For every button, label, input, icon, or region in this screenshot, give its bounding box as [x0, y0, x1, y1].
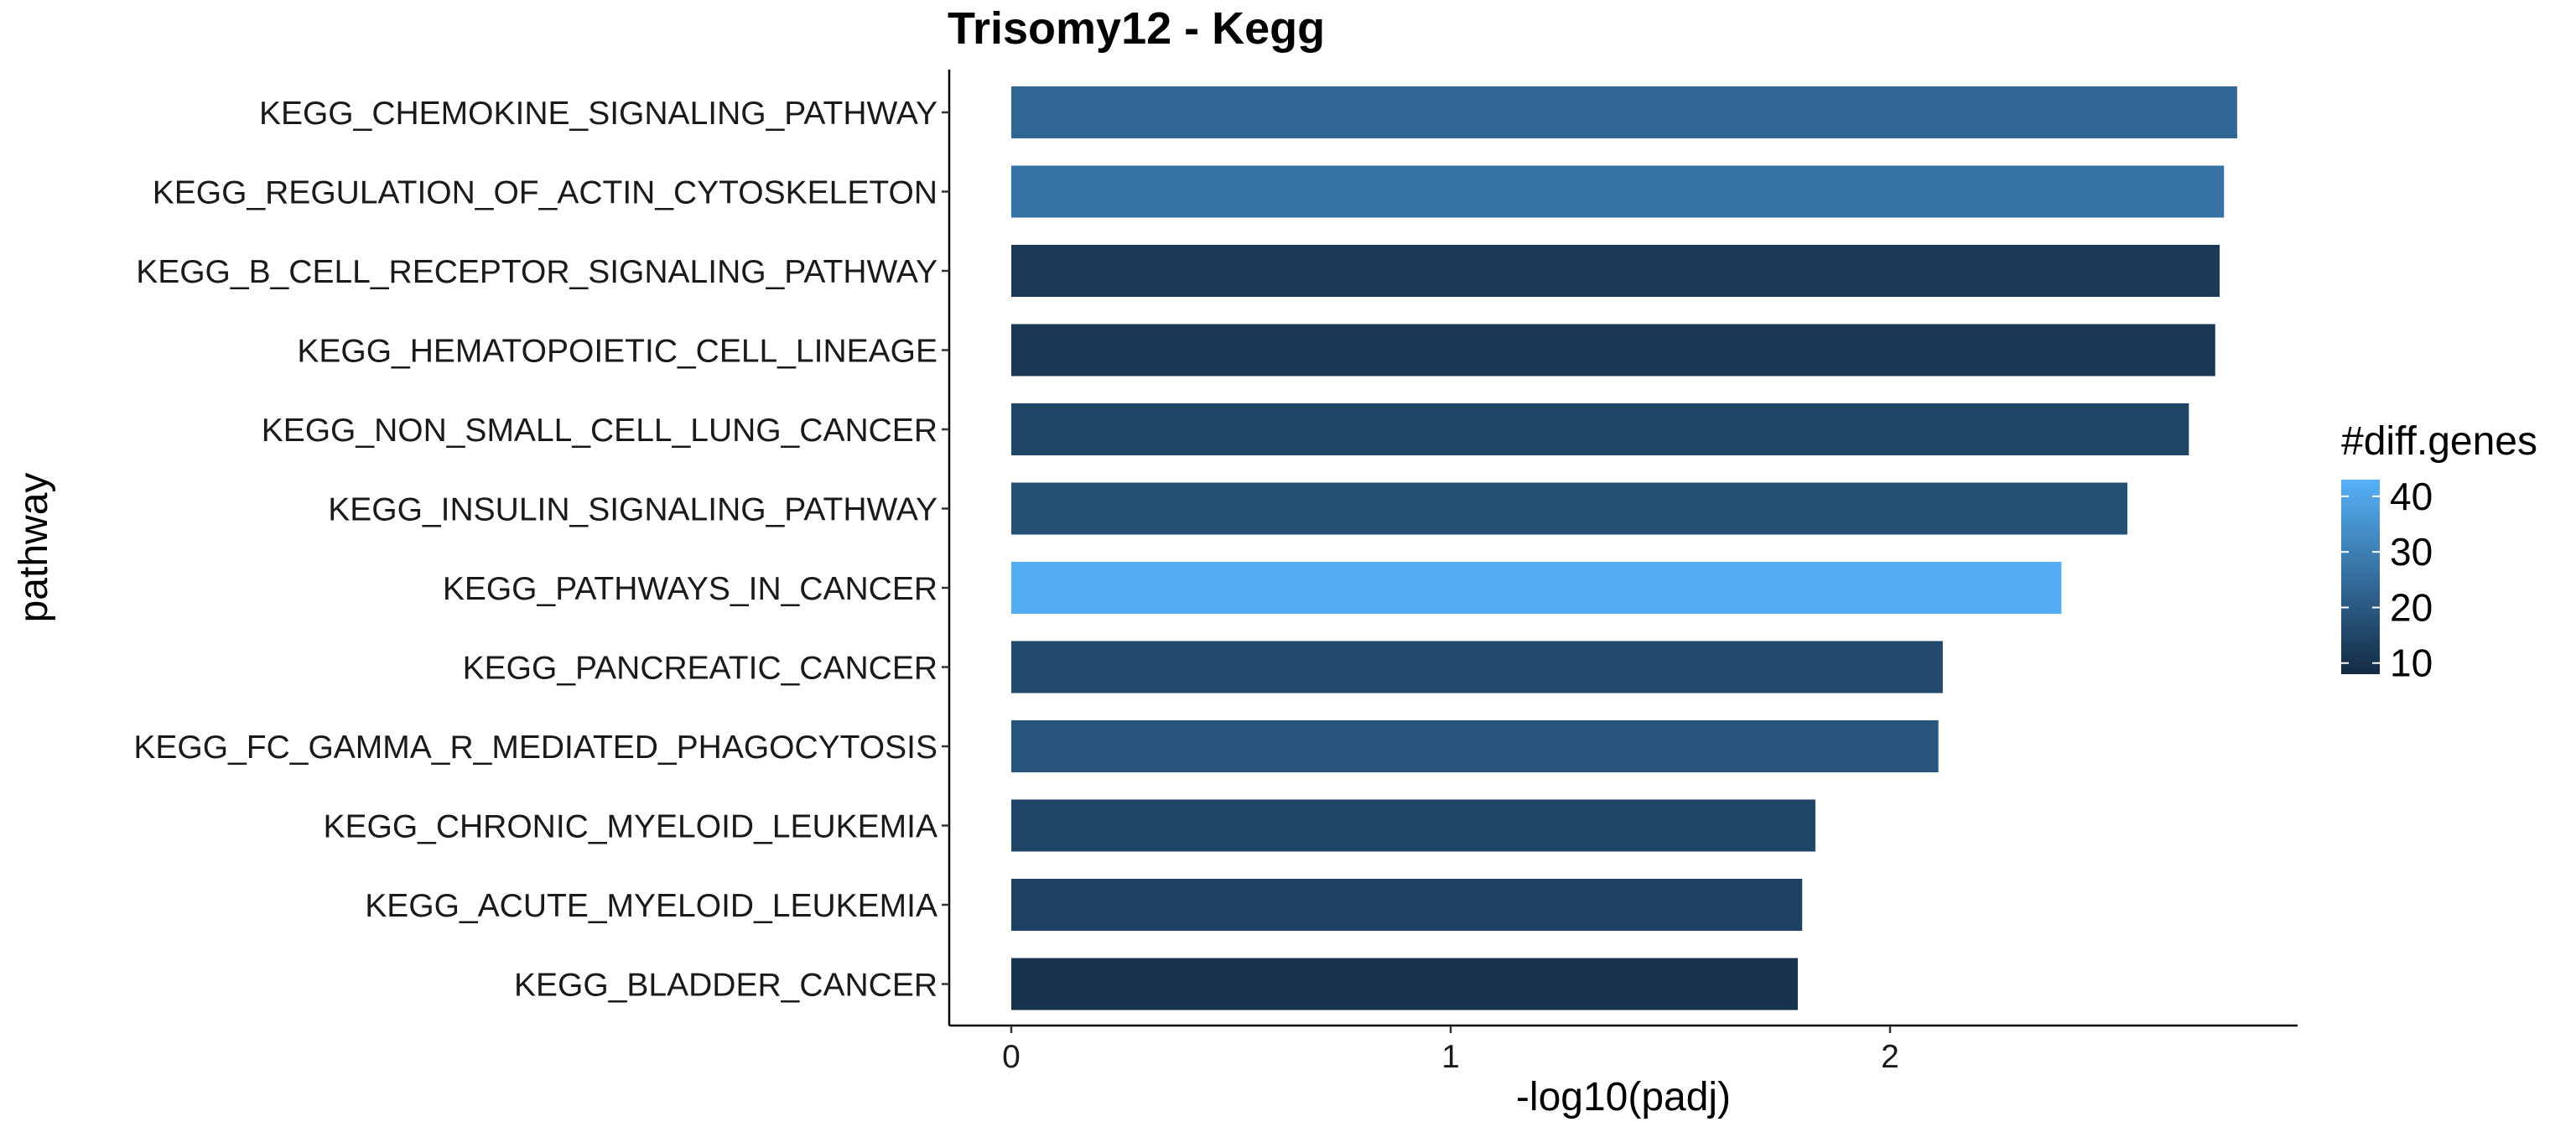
bar-kegg-hematopoietic-cell-lineage: [1011, 324, 2215, 377]
category-labels: KEGG_CHEMOKINE_SIGNALING_PATHWAY KEGG_REG…: [133, 96, 937, 1004]
bar-kegg-bladder-cancer: [1011, 958, 1798, 1010]
category-label: KEGG_HEMATOPOIETIC_CELL_LINEAGE: [297, 334, 937, 370]
x-tick-label: 1: [1441, 1039, 1460, 1075]
legend-tick-label: 30: [2390, 530, 2433, 574]
legend-colorbar: [2341, 480, 2380, 674]
bar-kegg-pathways-in-cancer: [1011, 562, 2062, 614]
bar-kegg-b-cell-receptor-signaling-pathway: [1011, 245, 2220, 297]
bar-kegg-insulin-signaling-pathway: [1011, 482, 2127, 535]
category-label: KEGG_BLADDER_CANCER: [514, 968, 937, 1004]
y-axis-title: pathway: [12, 473, 56, 623]
legend-ticks: 40 30 20 10: [2341, 475, 2433, 685]
x-tick-label: 2: [1881, 1039, 1899, 1075]
bar-kegg-non-small-cell-lung-cancer: [1011, 403, 2189, 455]
category-label: KEGG_ACUTE_MYELOID_LEUKEMIA: [365, 888, 937, 924]
legend-title: #diff.genes: [2341, 419, 2537, 464]
category-label: KEGG_CHEMOKINE_SIGNALING_PATHWAY: [259, 96, 937, 132]
bar-kegg-chemokine-signaling-pathway: [1011, 86, 2237, 138]
category-label: KEGG_INSULIN_SIGNALING_PATHWAY: [328, 492, 937, 528]
bar-kegg-fc-gamma-r-mediated-phagocytosis: [1011, 720, 1939, 772]
bar-kegg-chronic-myeloid-leukemia: [1011, 799, 1815, 852]
bar-kegg-regulation-of-actin-cytoskeleton: [1011, 165, 2225, 218]
legend-tick-label: 10: [2390, 641, 2433, 685]
category-label: KEGG_PANCREATIC_CANCER: [463, 651, 937, 687]
category-label: KEGG_REGULATION_OF_ACTIN_CYTOSKELETON: [153, 175, 937, 211]
category-label: KEGG_NON_SMALL_CELL_LUNG_CANCER: [262, 413, 937, 449]
legend-tick-label: 20: [2390, 585, 2433, 629]
category-label: KEGG_CHRONIC_MYELOID_LEUKEMIA: [323, 809, 937, 845]
chart-title: Trisomy12 - Kegg: [948, 3, 1325, 54]
x-tick-label: 0: [1002, 1039, 1021, 1075]
category-label: KEGG_B_CELL_RECEPTOR_SIGNALING_PATHWAY: [136, 254, 937, 290]
category-label: KEGG_FC_GAMMA_R_MEDIATED_PHAGOCYTOSIS: [133, 730, 937, 766]
category-label: KEGG_PATHWAYS_IN_CANCER: [443, 571, 937, 607]
bars: [1011, 86, 2237, 1010]
bar-kegg-acute-myeloid-leukemia: [1011, 879, 1803, 931]
bar-kegg-pancreatic-cancer: [1011, 641, 1943, 693]
color-legend: #diff.genes 40 30 20 10: [2341, 419, 2537, 685]
x-axis-ticks: 0 1 2: [1002, 1026, 1899, 1075]
x-axis-title: -log10(padj): [1516, 1075, 1731, 1119]
legend-tick-label: 40: [2390, 475, 2433, 518]
y-axis-ticks: [942, 111, 949, 985]
